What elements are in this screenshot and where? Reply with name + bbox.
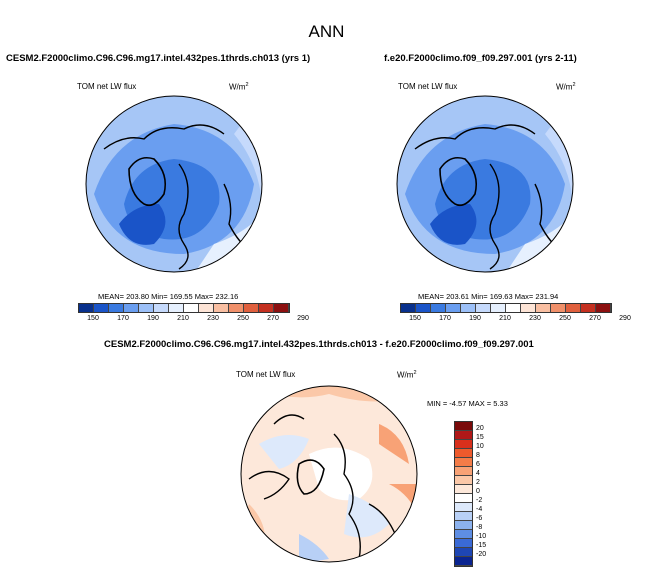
colorbar-tick-label: 150 (87, 315, 99, 322)
colorbar-tick-label: -15 (476, 542, 487, 549)
panel-1-colorbar: 150 170 190 210 230 250 270 290 (78, 303, 309, 323)
colorbar-swatch (124, 304, 139, 312)
colorbar-swatch (109, 304, 124, 312)
colorbar-swatch (455, 485, 472, 494)
colorbar-swatch (506, 304, 521, 312)
colorbar-swatch (139, 304, 154, 312)
diff-colorbar (454, 421, 473, 567)
colorbar-swatch (596, 304, 611, 312)
diff-panel-units: W/m2 (397, 370, 417, 380)
colorbar-swatch (455, 521, 472, 530)
colorbar-swatch (416, 304, 431, 312)
colorbar-tick-label: 170 (439, 315, 451, 322)
colorbar-swatch (431, 304, 446, 312)
colorbar-tick-label: 150 (409, 315, 421, 322)
colorbar-swatch (476, 304, 491, 312)
colorbar-swatch (79, 304, 94, 312)
colorbar-tick-label: 2 (476, 479, 480, 486)
diff-colorbar-ticks: 20 15 10 8 6 4 2 0 -2 -4 -6 -8 -10 -15 -20 (476, 421, 506, 566)
colorbar-swatch (214, 304, 229, 312)
colorbar-tick-label: 0 (476, 488, 480, 495)
panel-2-colorbar: 150 170 190 210 230 250 270 290 (400, 303, 631, 323)
colorbar-swatch (455, 440, 472, 449)
colorbar-tick-label: 270 (589, 315, 601, 322)
colorbar-swatch (455, 539, 472, 548)
colorbar-tick-label: -8 (476, 524, 483, 531)
panel-2-case-name: f.e20.F2000climo.f09_f09.297.001 (yrs 2-… (384, 53, 577, 64)
diff-panel-polar-map (240, 385, 418, 563)
colorbar-tick-label: 270 (267, 315, 279, 322)
colorbar-tick-label: 230 (207, 315, 219, 322)
diff-panel-variable: TOM net LW flux (236, 370, 296, 379)
colorbar-tick-label: 4 (476, 470, 480, 477)
colorbar-tick-label: -6 (476, 515, 483, 522)
colorbar-tick-label: 8 (476, 452, 480, 459)
colorbar-swatch (455, 494, 472, 503)
colorbar-swatch (455, 503, 472, 512)
colorbar-swatch (401, 304, 416, 312)
colorbar-swatch (154, 304, 169, 312)
colorbar-tick-label: -10 (476, 533, 487, 540)
colorbar-tick-label: 230 (529, 315, 541, 322)
panel-2-units: W/m2 (556, 82, 576, 92)
panel-2-polar-map (396, 95, 574, 273)
colorbar-tick-label: 10 (476, 443, 484, 450)
colorbar-swatch (455, 458, 472, 467)
panel-2-variable: TOM net LW flux (398, 82, 458, 91)
panel-1-stats: MEAN= 203.80 Min= 169.55 Max= 232.16 (98, 292, 239, 301)
colorbar-swatch (455, 557, 472, 566)
colorbar-swatch (455, 449, 472, 458)
colorbar-swatch (461, 304, 476, 312)
colorbar-swatch (94, 304, 109, 312)
colorbar-tick-label: -2 (476, 497, 483, 504)
colorbar-swatch (581, 304, 596, 312)
colorbar-tick-label: -4 (476, 506, 483, 513)
page-title: ANN (308, 22, 345, 41)
colorbar-tick-label: 190 (469, 315, 481, 322)
colorbar-swatch (566, 304, 581, 312)
colorbar-tick-label: 250 (559, 315, 571, 322)
colorbar-swatch (455, 476, 472, 485)
colorbar-tick-label: -20 (476, 551, 487, 558)
panel-1-case-name: CESM2.F2000climo.C96.C96.mg17.intel.432p… (6, 53, 311, 64)
colorbar-tick-label: 170 (117, 315, 129, 322)
colorbar-swatch (455, 431, 472, 440)
colorbar-swatch (259, 304, 274, 312)
panel-1-polar-map (85, 95, 263, 273)
panel-1-units: W/m2 (229, 82, 249, 92)
colorbar-swatch (229, 304, 244, 312)
colorbar-tick-label: 190 (147, 315, 159, 322)
colorbar-swatch (536, 304, 551, 312)
colorbar-swatch (455, 467, 472, 476)
colorbar-swatch (446, 304, 461, 312)
colorbar-swatch (184, 304, 199, 312)
colorbar-swatch (274, 304, 289, 312)
colorbar-tick-label: 210 (499, 315, 511, 322)
panel-1-variable: TOM net LW flux (77, 82, 137, 91)
panel-2-stats: MEAN= 203.61 Min= 169.63 Max= 231.94 (418, 292, 559, 301)
colorbar-tick-label: 250 (237, 315, 249, 322)
colorbar-tick-label: 6 (476, 461, 480, 468)
diff-panel-stats: MIN = -4.57 MAX = 5.33 (427, 399, 508, 408)
colorbar-swatch (521, 304, 536, 312)
colorbar-tick-label: 20 (476, 425, 484, 432)
diff-panel-title: CESM2.F2000climo.C96.C96.mg17.intel.432p… (104, 339, 534, 350)
colorbar-swatch (455, 548, 472, 557)
colorbar-swatch (199, 304, 214, 312)
colorbar-swatch (455, 422, 472, 431)
colorbar-swatch (169, 304, 184, 312)
colorbar-tick-label: 210 (177, 315, 189, 322)
colorbar-swatch (551, 304, 566, 312)
colorbar-swatch (244, 304, 259, 312)
colorbar-tick-label: 290 (619, 315, 631, 322)
colorbar-tick-label: 15 (476, 434, 484, 441)
colorbar-swatch (455, 530, 472, 539)
colorbar-tick-label: 290 (297, 315, 309, 322)
colorbar-swatch (491, 304, 506, 312)
colorbar-swatch (455, 512, 472, 521)
